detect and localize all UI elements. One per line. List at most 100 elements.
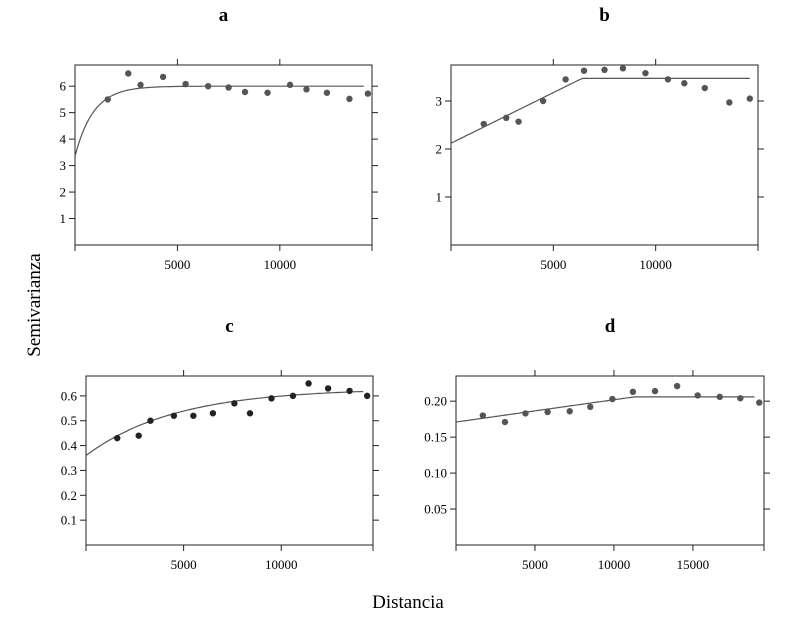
x-tick-label: 10000 (639, 257, 672, 272)
data-point (190, 412, 197, 419)
y-tick-label: 0.5 (61, 413, 77, 428)
data-point (587, 403, 594, 411)
data-point (681, 80, 688, 87)
y-tick-label: 3 (436, 94, 443, 109)
x-tick-label: 10000 (265, 557, 298, 572)
panel-title: d (605, 316, 616, 337)
panel-frame (455, 375, 765, 546)
y-tick-label: 2 (60, 185, 67, 200)
model-curve (74, 85, 364, 157)
data-point (539, 97, 547, 105)
data-point (246, 410, 254, 417)
data-point (225, 84, 232, 91)
data-point (170, 412, 178, 419)
data-point (268, 395, 275, 402)
data-point (609, 395, 616, 403)
data-point (480, 120, 487, 128)
data-point (286, 81, 294, 89)
y-tick-label: 0.6 (61, 388, 78, 403)
panel-title: c (225, 316, 233, 337)
y-tick-label: 0.4 (61, 438, 78, 453)
data-point (182, 80, 189, 88)
data-point (364, 90, 372, 97)
y-tick-label: 0.3 (61, 463, 77, 478)
data-point (114, 434, 121, 442)
data-point (756, 399, 763, 406)
data-point (346, 95, 353, 103)
data-point (503, 114, 510, 122)
y-tick-label: 0.10 (424, 466, 447, 481)
y-tick-label: 1 (436, 190, 443, 205)
y-tick-label: 0.1 (61, 513, 77, 528)
y-tick-label: 0.20 (424, 394, 447, 409)
panel-c: c 0.1 0.2 0.3 0.4 0.5 0.6 5000 10000 (61, 316, 379, 572)
data-point (726, 99, 733, 106)
panel-title: b (599, 5, 610, 26)
panel-d: d 0.05 0.10 0.15 0.20 5000 10000 15000 (424, 316, 770, 572)
data-point (664, 76, 672, 83)
data-point (264, 89, 271, 96)
data-point (673, 382, 681, 390)
data-point (289, 392, 297, 400)
y-tick-label: 0.15 (424, 430, 447, 445)
data-point (642, 69, 649, 77)
data-point (737, 395, 744, 402)
data-point (562, 76, 569, 83)
data-point (159, 73, 167, 81)
data-point (601, 66, 608, 74)
data-point (241, 88, 249, 96)
data-point (629, 388, 637, 396)
data-point (522, 410, 529, 417)
x-axis-label: Distancia (372, 592, 444, 613)
data-point (566, 408, 573, 415)
data-point (544, 408, 551, 416)
data-point (746, 95, 754, 102)
y-tick-label: 4 (60, 132, 67, 147)
data-point (501, 418, 509, 426)
data-point (135, 432, 142, 439)
panel-frame (450, 64, 759, 246)
panel-frame (85, 375, 374, 546)
y-tick-label: 1 (60, 211, 67, 226)
x-tick-label: 5000 (540, 257, 566, 272)
x-tick-label: 10000 (264, 257, 297, 272)
x-tick-label: 5000 (164, 257, 190, 272)
data-point (479, 412, 487, 419)
model-curve (450, 77, 750, 144)
y-tick-label: 3 (60, 158, 67, 173)
data-point (619, 65, 627, 72)
data-point (694, 392, 701, 399)
y-tick-label: 2 (436, 142, 443, 157)
panel-a: a 1 2 3 4 5 6 5000 10000 (60, 5, 378, 272)
model-curve (85, 390, 364, 456)
model-curve (455, 396, 755, 423)
data-point (204, 82, 212, 90)
panel-title: a (219, 5, 229, 26)
y-axis-label: Semivarianza (24, 253, 45, 357)
data-point (701, 84, 708, 92)
data-point (137, 81, 144, 89)
panel-b: b 5000 10000 1 2 3 (436, 5, 764, 272)
data-point (580, 67, 588, 74)
data-point (147, 417, 154, 424)
data-point (651, 387, 659, 395)
y-tick-label: 0.05 (424, 502, 447, 517)
y-tick-label: 6 (60, 79, 67, 94)
data-point (324, 385, 332, 392)
data-point (346, 387, 353, 395)
y-tick-label: 0.2 (61, 488, 77, 503)
data-point (125, 70, 132, 77)
data-point (104, 96, 111, 103)
data-point (515, 118, 522, 125)
data-point (209, 410, 217, 417)
x-tick-label: 5000 (522, 557, 548, 572)
x-tick-label: 5000 (171, 557, 197, 572)
data-point (303, 86, 310, 93)
data-point (305, 380, 312, 387)
data-point (323, 89, 331, 96)
x-tick-label: 10000 (598, 557, 631, 572)
y-tick-label: 5 (60, 105, 67, 120)
data-point (231, 400, 238, 407)
data-point (716, 393, 723, 401)
